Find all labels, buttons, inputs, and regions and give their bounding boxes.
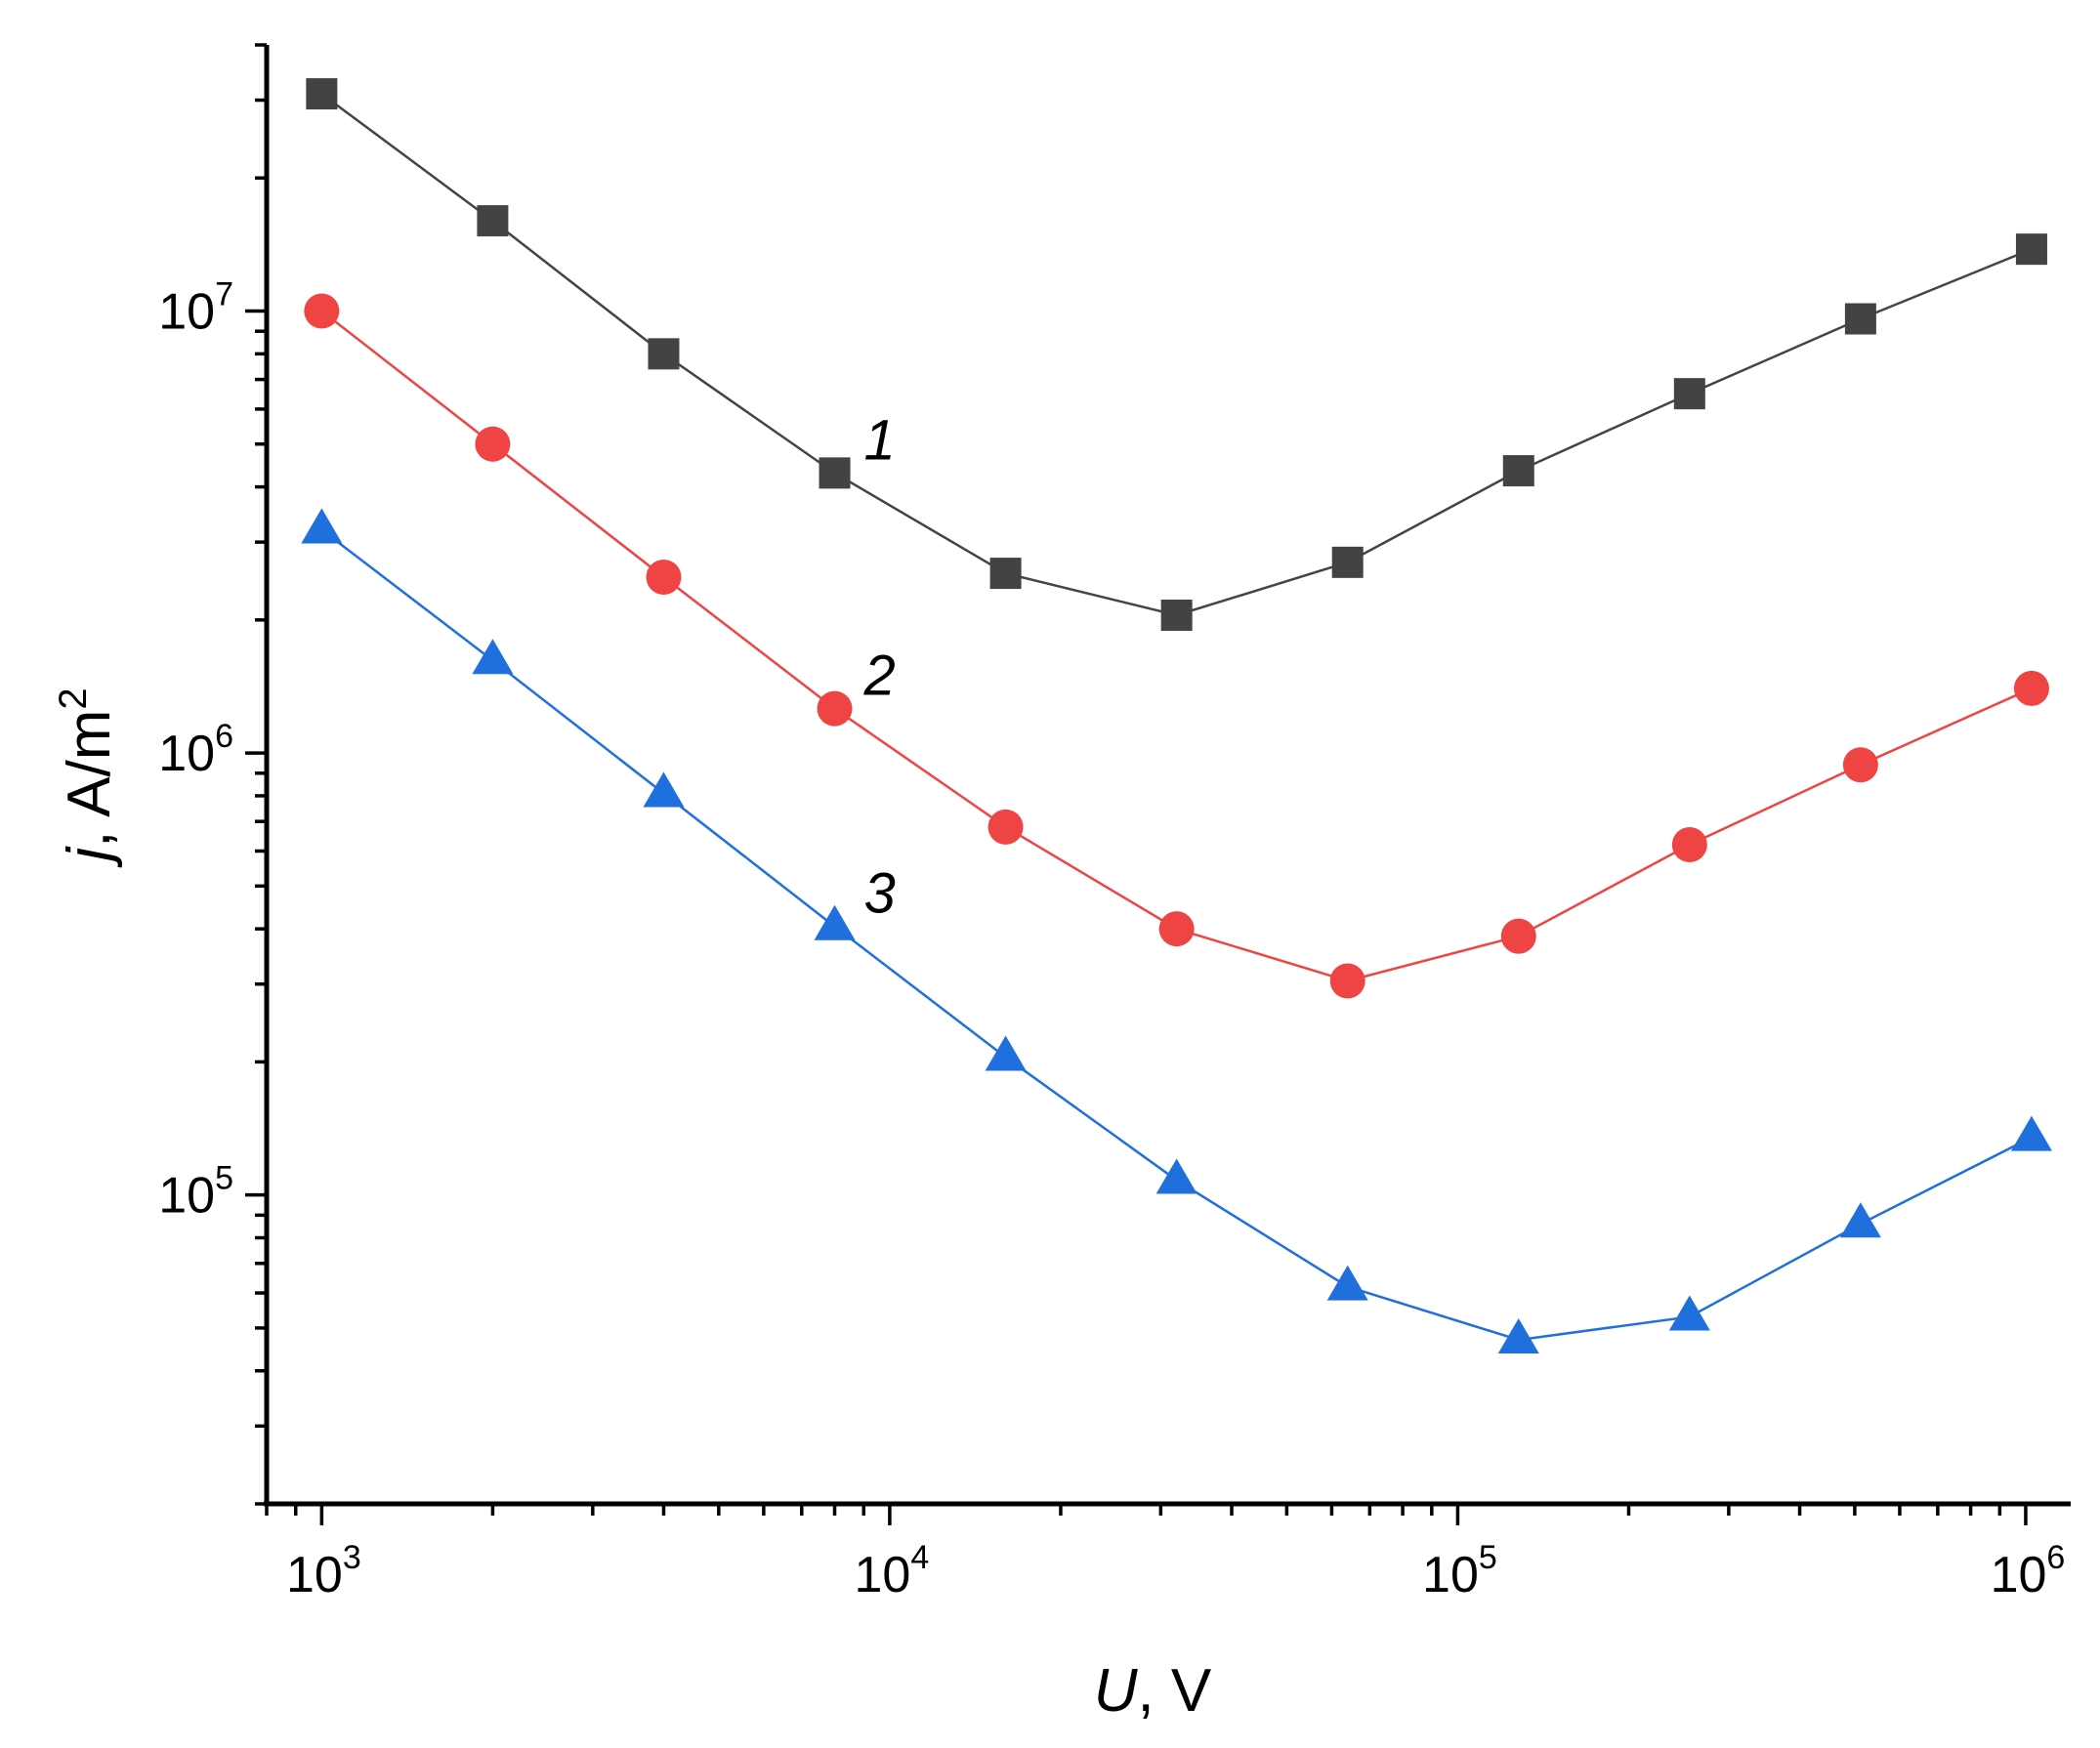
- y-tick-exp: 7: [215, 275, 233, 312]
- series-1-point: [2015, 233, 2047, 266]
- series-1-line: [320, 93, 2033, 617]
- series-3-point: [985, 1035, 1027, 1071]
- x-tick-label: 106: [1991, 1539, 2066, 1603]
- x-tick-base: 10: [855, 1547, 911, 1603]
- series-1-point: [1502, 455, 1534, 487]
- series-3-point: [643, 771, 685, 808]
- series-1-label: 1: [864, 408, 896, 472]
- y-tick-base: 10: [158, 726, 215, 782]
- series-1-point: [1673, 378, 1705, 410]
- series-3-point: [1326, 1265, 1368, 1301]
- series-2-point: [2013, 670, 2049, 706]
- series-2-point: [1842, 747, 1878, 783]
- x-tick-exp: 4: [910, 1539, 929, 1576]
- x-tick-exp: 3: [343, 1539, 361, 1576]
- series-1-point: [648, 338, 680, 370]
- x-tick-base: 10: [1422, 1547, 1479, 1603]
- x-tick-base: 10: [286, 1547, 343, 1603]
- y-tick-exp: 5: [215, 1160, 233, 1197]
- series-2-label: 2: [863, 645, 896, 708]
- series-2-point: [646, 559, 682, 595]
- y-tick-base: 10: [158, 283, 215, 340]
- x-ticks: 103 104 105 106: [265, 1504, 2066, 1603]
- y-axis-title: j, A/m2: [52, 687, 123, 867]
- series-3: 3: [301, 508, 2052, 1354]
- y-tick-label: 107: [158, 275, 233, 340]
- x-tick-base: 10: [1991, 1547, 2047, 1603]
- series-2-point: [817, 690, 853, 727]
- series-1-point: [989, 558, 1022, 590]
- series-1-point: [1844, 303, 1876, 335]
- x-tick-label: 104: [855, 1539, 930, 1603]
- series-3-point: [1497, 1318, 1539, 1354]
- axes: [264, 45, 2071, 1507]
- series-1: 1: [306, 78, 2047, 631]
- x-axis-unit: , V: [1137, 1657, 1211, 1725]
- series-2: 2: [304, 293, 2049, 999]
- y-tick-label: 106: [158, 718, 233, 782]
- series-3-point: [814, 904, 856, 940]
- series-2-point: [1671, 827, 1707, 863]
- series-2-point: [1500, 918, 1536, 954]
- x-axis-var: U: [1094, 1657, 1139, 1725]
- series-3-label: 3: [864, 862, 896, 926]
- y-tick-label: 105: [158, 1160, 233, 1225]
- series-3-point: [2010, 1115, 2052, 1151]
- x-tick-exp: 6: [2046, 1539, 2065, 1576]
- series-1-point: [819, 457, 851, 489]
- series-1-point: [306, 78, 338, 110]
- x-tick-label: 105: [1422, 1539, 1497, 1603]
- series-1-point: [1160, 599, 1193, 631]
- series-1-point: [1331, 546, 1364, 578]
- x-tick-label: 103: [286, 1539, 361, 1603]
- y-tick-exp: 6: [215, 718, 233, 755]
- x-tick-exp: 5: [1479, 1539, 1497, 1576]
- series-2-point: [1158, 911, 1195, 947]
- series-2-point: [304, 293, 340, 329]
- series-3-point: [1668, 1295, 1710, 1331]
- y-axis-unit-sup: 2: [52, 687, 95, 709]
- series-3-point: [1155, 1158, 1197, 1194]
- series-3-point: [472, 639, 514, 675]
- y-axis-unit: , A/m: [56, 710, 123, 848]
- series-1-point: [477, 205, 509, 237]
- series-2-point: [475, 426, 511, 462]
- x-axis-title: U, V: [1094, 1657, 1212, 1725]
- y-tick-base: 10: [158, 1168, 215, 1225]
- series-3-point: [1839, 1202, 1881, 1238]
- series-2-point: [987, 809, 1024, 845]
- series-layer: 1 2 3: [301, 78, 2052, 1354]
- series-2-point: [1329, 963, 1365, 999]
- series-2-line: [320, 310, 2033, 982]
- y-axis-var: j: [56, 846, 123, 868]
- series-3-point: [301, 508, 343, 544]
